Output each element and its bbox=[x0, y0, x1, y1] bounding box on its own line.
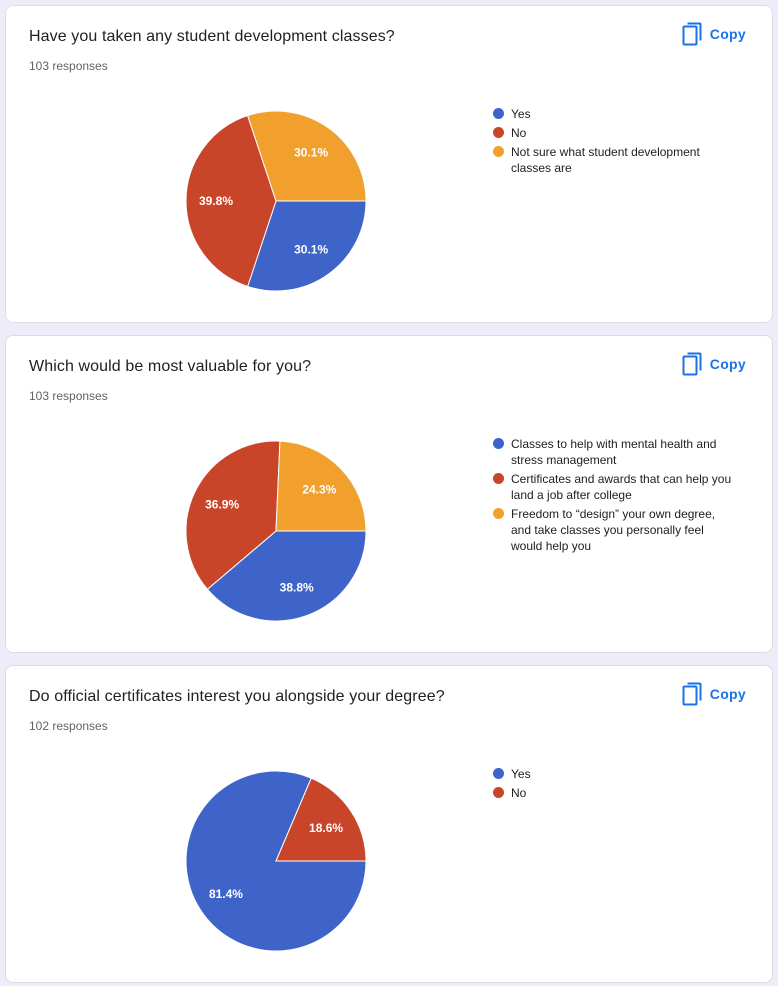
pie-slice bbox=[275, 440, 367, 532]
slice-label: 24.3% bbox=[302, 483, 336, 497]
legend: Classes to help with mental health and s… bbox=[492, 436, 732, 557]
legend-swatch bbox=[493, 508, 504, 519]
response-count: 102 responses bbox=[29, 719, 108, 733]
pie-slice bbox=[206, 530, 367, 622]
legend: Yes No Not sure what student development c… bbox=[492, 106, 732, 179]
slice-label: 18.6% bbox=[309, 821, 343, 835]
copy-label: Copy bbox=[709, 26, 746, 42]
legend-item: Certificates and awards that can help yo… bbox=[492, 471, 732, 503]
slice-label: 36.9% bbox=[205, 498, 239, 512]
chart-title: Have you taken any student development c… bbox=[29, 28, 395, 45]
copy-icon bbox=[682, 22, 702, 46]
slice-label: 39.8% bbox=[199, 194, 233, 208]
legend-item: Not sure what student development classe… bbox=[492, 144, 732, 176]
copy-label: Copy bbox=[709, 356, 746, 372]
legend-swatch bbox=[493, 787, 504, 798]
legend-swatch bbox=[493, 127, 504, 138]
legend-item: Yes bbox=[492, 106, 732, 122]
legend-label: Freedom to “design” your own degree, and… bbox=[511, 507, 716, 553]
response-count: 103 responses bbox=[29, 59, 108, 73]
legend-label: No bbox=[511, 126, 527, 140]
pie-chart: 30.1% 39.8% 30.1% bbox=[185, 110, 367, 292]
pie-slice bbox=[247, 200, 367, 292]
legend-label: No bbox=[511, 786, 527, 800]
chart-title: Do official certificates interest you al… bbox=[29, 688, 445, 705]
legend: Yes No bbox=[492, 766, 732, 804]
pie-chart: 81.4% 18.6% bbox=[185, 770, 367, 952]
legend-label: Certificates and awards that can help yo… bbox=[511, 472, 732, 502]
legend-swatch bbox=[493, 473, 504, 484]
slice-label: 30.1% bbox=[294, 145, 328, 159]
slice-label: 30.1% bbox=[294, 243, 328, 257]
copy-button[interactable]: Copy bbox=[682, 682, 746, 706]
legend-label: Yes bbox=[511, 107, 531, 121]
pie-slice bbox=[275, 777, 367, 862]
pie-chart: 38.8% 36.9% 24.3% bbox=[185, 440, 367, 622]
slice-label: 81.4% bbox=[209, 887, 243, 901]
slice-label: 38.8% bbox=[280, 580, 314, 594]
legend-swatch bbox=[493, 438, 504, 449]
legend-item: No bbox=[492, 125, 732, 141]
legend-item: Freedom to “design” your own degree, and… bbox=[492, 506, 732, 554]
response-count: 103 responses bbox=[29, 389, 108, 403]
legend-label: Classes to help with mental health and s… bbox=[511, 437, 717, 467]
pie-slice bbox=[247, 110, 367, 202]
legend-label: Yes bbox=[511, 767, 531, 781]
chart-title: Which would be most valuable for you? bbox=[29, 358, 312, 375]
chart-card: Which would be most valuable for you? 10… bbox=[5, 335, 773, 653]
copy-icon bbox=[682, 352, 702, 376]
legend-swatch bbox=[493, 108, 504, 119]
chart-card: Have you taken any student development c… bbox=[5, 5, 773, 323]
copy-button[interactable]: Copy bbox=[682, 22, 746, 46]
pie-slice bbox=[185, 114, 277, 288]
legend-item: Yes bbox=[492, 766, 732, 782]
copy-icon bbox=[682, 682, 702, 706]
chart-card: Do official certificates interest you al… bbox=[5, 665, 773, 983]
copy-label: Copy bbox=[709, 686, 746, 702]
legend-swatch bbox=[493, 768, 504, 779]
legend-item: Classes to help with mental health and s… bbox=[492, 436, 732, 468]
legend-swatch bbox=[493, 146, 504, 157]
copy-button[interactable]: Copy bbox=[682, 352, 746, 376]
pie-slice bbox=[185, 440, 281, 590]
legend-label: Not sure what student development classe… bbox=[511, 145, 700, 175]
legend-item: No bbox=[492, 785, 732, 801]
